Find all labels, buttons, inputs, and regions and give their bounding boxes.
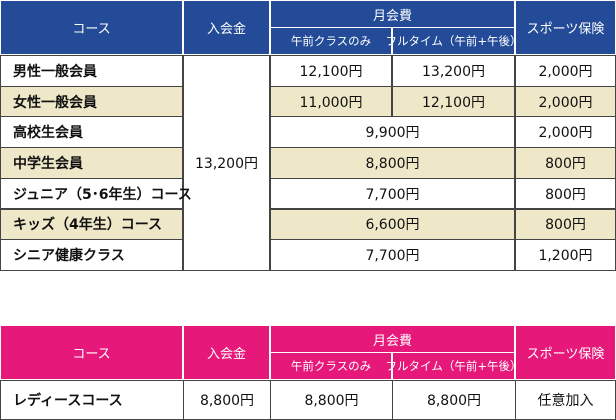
fee-monthly: 9,900円 xyxy=(270,116,515,149)
header-morning: 午前クラスのみ xyxy=(270,352,392,380)
insurance: 2,000円 xyxy=(515,85,616,118)
insurance: 2,000円 xyxy=(515,116,616,149)
header-entry: 入会金 xyxy=(183,325,270,380)
entry-fee: 13,200円 xyxy=(183,55,270,271)
course-name: レディースコース xyxy=(0,380,184,420)
course-name: 男性一般会員 xyxy=(0,55,183,87)
entry-fee: 8,800円 xyxy=(183,380,271,420)
insurance: 800円 xyxy=(515,177,616,210)
course-name: シニア健康クラス xyxy=(0,239,183,271)
fee-full: 8,800円 xyxy=(392,380,516,420)
header-monthly: 月会費 xyxy=(270,325,515,353)
fee-monthly: 7,700円 xyxy=(270,239,515,271)
course-name: 女性一般会員 xyxy=(0,85,183,118)
header-insurance: スポーツ保険 xyxy=(515,0,616,55)
header-monthly: 月会費 xyxy=(270,0,515,28)
fee-monthly: 7,700円 xyxy=(270,177,515,210)
header-full: フルタイム（午前+午後） xyxy=(386,27,521,55)
insurance: 2,000円 xyxy=(515,55,616,87)
header-course: コース xyxy=(0,325,183,380)
header-full: フルタイム（午前+午後） xyxy=(386,352,521,380)
fee-morning: 8,800円 xyxy=(270,380,393,420)
course-name: 中学生会員 xyxy=(0,147,183,179)
header-morning: 午前クラスのみ xyxy=(270,27,392,55)
fee-morning: 11,000円 xyxy=(270,85,392,118)
insurance: 1,200円 xyxy=(515,239,616,271)
fee-full: 12,100円 xyxy=(392,85,515,118)
course-name: ジュニア（5･6年生）コース xyxy=(0,177,192,210)
course-name: 高校生会員 xyxy=(0,116,183,149)
insurance: 800円 xyxy=(515,147,616,179)
fee-monthly: 8,800円 xyxy=(270,147,515,179)
insurance: 任意加入 xyxy=(515,380,616,420)
insurance: 800円 xyxy=(515,208,616,241)
fee-full: 13,200円 xyxy=(392,55,515,87)
fee-morning: 12,100円 xyxy=(270,55,392,87)
header-course: コース xyxy=(0,0,183,55)
course-name: キッズ（4年生）コース xyxy=(0,208,183,241)
header-insurance: スポーツ保険 xyxy=(515,325,616,380)
fee-monthly: 6,600円 xyxy=(270,208,515,241)
header-entry: 入会金 xyxy=(183,0,270,55)
